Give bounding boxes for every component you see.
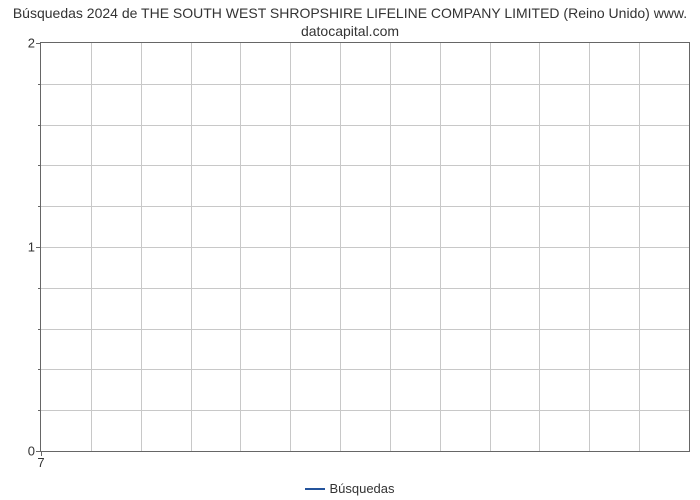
title-line-1: Búsquedas 2024 de THE SOUTH WEST SHROPSH… [13,5,687,21]
y-minor-tick [38,369,41,370]
legend-label: Búsquedas [329,481,394,496]
y-minor-tick [38,410,41,411]
y-minor-tick [38,206,41,207]
y-minor-tick [38,84,41,85]
gridline-horizontal [41,410,689,411]
gridline-horizontal [41,125,689,126]
gridline-horizontal [41,206,689,207]
gridline-horizontal [41,247,689,248]
title-line-2: datocapital.com [301,23,399,39]
gridline-horizontal [41,165,689,166]
gridline-horizontal [41,329,689,330]
y-minor-tick [38,288,41,289]
x-tick-mark [41,451,42,456]
y-minor-tick [38,329,41,330]
y-minor-tick [38,165,41,166]
chart-title: Búsquedas 2024 de THE SOUTH WEST SHROPSH… [0,4,700,40]
y-minor-tick [38,125,41,126]
plot-area: 0127 [40,42,690,452]
gridline-horizontal [41,288,689,289]
legend-swatch [305,488,325,490]
y-tick-mark [36,43,41,44]
legend: Búsquedas [0,480,700,496]
gridline-horizontal [41,84,689,85]
y-tick-mark [36,247,41,248]
gridline-horizontal [41,369,689,370]
chart-container: Búsquedas 2024 de THE SOUTH WEST SHROPSH… [0,0,700,500]
